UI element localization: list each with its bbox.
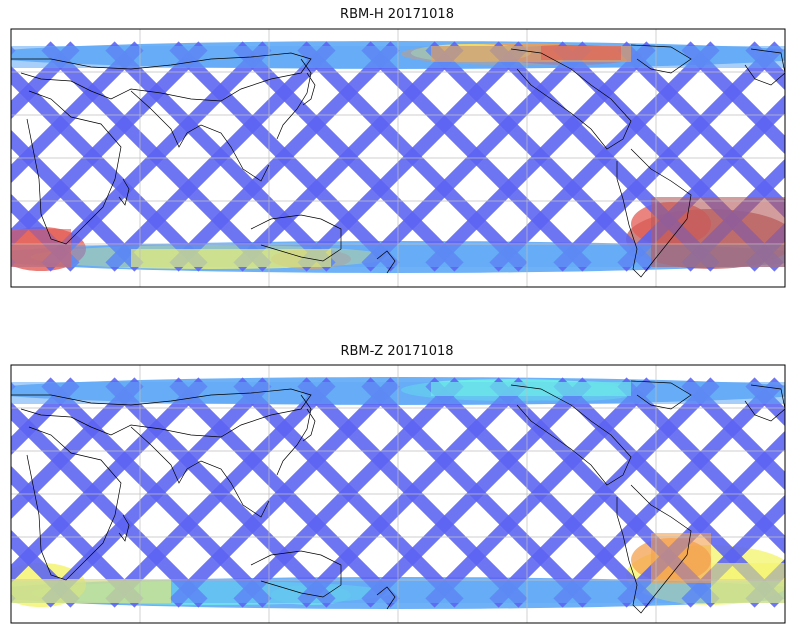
map-panel-bottom xyxy=(11,365,785,623)
panel-title-top: RBM-H 20171018 xyxy=(340,7,454,22)
coastlines-top xyxy=(11,44,785,278)
gridlines-bottom xyxy=(11,365,785,623)
map-frame-bottom xyxy=(10,364,786,624)
map-frame-top xyxy=(10,28,786,288)
gridlines-top xyxy=(11,29,785,287)
coastlines-bottom xyxy=(11,380,785,614)
map-panel-top xyxy=(11,29,785,287)
panel-title-bottom: RBM-Z 20171018 xyxy=(340,344,454,359)
